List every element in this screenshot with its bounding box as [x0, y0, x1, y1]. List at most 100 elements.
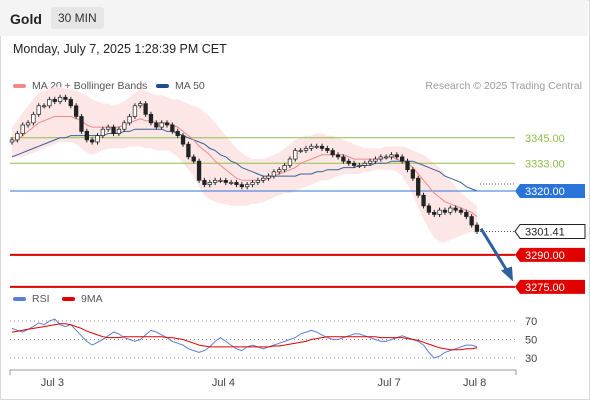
candle-body	[212, 180, 218, 183]
candle-body	[218, 180, 223, 182]
projection-arrow-shaft	[479, 227, 510, 274]
candle-body	[416, 177, 421, 196]
candle-body	[57, 96, 63, 102]
candle-body	[453, 207, 458, 211]
candle-body	[164, 122, 170, 126]
candle-body	[389, 154, 394, 158]
candle-body	[362, 162, 367, 166]
candle-body	[448, 207, 453, 213]
candle-body	[9, 139, 15, 143]
candle-body	[234, 182, 239, 185]
candle-body	[207, 182, 212, 185]
candle-body	[191, 156, 196, 162]
candle-body	[132, 105, 138, 117]
candle-body	[400, 156, 405, 162]
candle-body	[303, 148, 309, 151]
candle-body	[367, 160, 373, 164]
rsi-tick-label: 50	[525, 335, 537, 347]
candle-body	[148, 113, 154, 124]
candle-body	[282, 165, 287, 171]
candle-body	[239, 184, 244, 188]
level-label: 3290.00	[525, 250, 565, 262]
candle-body	[309, 145, 314, 149]
candle-body	[63, 96, 68, 100]
candle-body	[73, 105, 79, 117]
candle-body	[143, 103, 148, 115]
candle-body	[79, 116, 84, 132]
rsi-line	[11, 318, 478, 359]
candle-body	[421, 194, 426, 207]
candle-body	[261, 177, 266, 181]
candle-body	[335, 154, 341, 158]
level-tag	[515, 279, 585, 294]
candle-body	[47, 99, 52, 107]
candle-body	[287, 158, 293, 166]
candle-body	[277, 169, 282, 173]
candle-body	[357, 165, 362, 167]
candle-body	[175, 131, 180, 136]
candle-body	[378, 156, 383, 160]
x-tick-label: Jul 8	[463, 377, 486, 389]
candle-body	[464, 211, 469, 217]
rsi-ma-line	[11, 323, 478, 351]
candle-body	[159, 122, 164, 128]
ma9-label: 9MA	[81, 293, 103, 305]
candle-body	[170, 124, 175, 132]
timeframe-button[interactable]: 30 MIN	[51, 7, 104, 29]
candle-body	[325, 148, 330, 151]
candle-body	[330, 150, 335, 156]
legend-ma50: MA 50	[156, 80, 205, 92]
candle-body	[41, 105, 47, 108]
candle-body	[250, 182, 255, 185]
candle-body	[25, 122, 31, 126]
candle-body	[31, 113, 36, 124]
candle-body	[426, 205, 432, 213]
rsi-tick-label: 30	[525, 353, 537, 365]
instrument-title: Gold	[10, 11, 42, 27]
timestamp: Monday, July 7, 2025 1:28:39 PM CET	[13, 42, 227, 56]
candle-body	[410, 169, 416, 179]
rsi-swatch	[13, 297, 26, 302]
candle-body	[319, 145, 325, 149]
candle-body	[116, 128, 122, 134]
candle-body	[106, 126, 111, 130]
candle-body	[383, 156, 389, 159]
candle-body	[228, 182, 234, 184]
projection-arrow-head	[501, 266, 513, 282]
candle-body	[52, 99, 57, 102]
candle-body	[111, 126, 116, 134]
candle-body	[255, 180, 261, 183]
candle-body	[373, 158, 378, 162]
candle-body	[15, 133, 20, 141]
candle-body	[68, 99, 73, 107]
legend-9ma: 9MA	[62, 293, 103, 305]
level-label: 3320.00	[525, 186, 565, 198]
candle-body	[196, 160, 202, 181]
x-tick-label: Jul 3	[41, 377, 64, 389]
candle-body	[298, 150, 303, 152]
candle-body	[154, 122, 159, 128]
candle-body	[314, 145, 319, 148]
legend-rsi: RSI	[13, 293, 50, 305]
last-price-tag	[514, 223, 586, 239]
candle-body	[202, 180, 207, 185]
research-credit: Research © 2025 Trading Central	[425, 80, 582, 92]
rsi-tick-label: 70	[525, 316, 537, 328]
rsi-label: RSI	[32, 293, 50, 305]
candle-body	[127, 116, 132, 124]
level-tag	[515, 184, 585, 198]
chart-header: Gold 30 MIN	[0, 0, 588, 36]
candle-body	[405, 160, 410, 171]
candle-body	[341, 156, 346, 162]
candle-body	[432, 211, 437, 215]
candle-body	[20, 124, 25, 134]
ma20-swatch	[13, 84, 26, 89]
candle-body	[122, 122, 127, 130]
ma50-label: MA 50	[175, 80, 205, 92]
candle-body	[95, 135, 100, 143]
candle-body	[266, 175, 271, 179]
candle-body	[100, 128, 106, 136]
candle-body	[474, 224, 480, 232]
